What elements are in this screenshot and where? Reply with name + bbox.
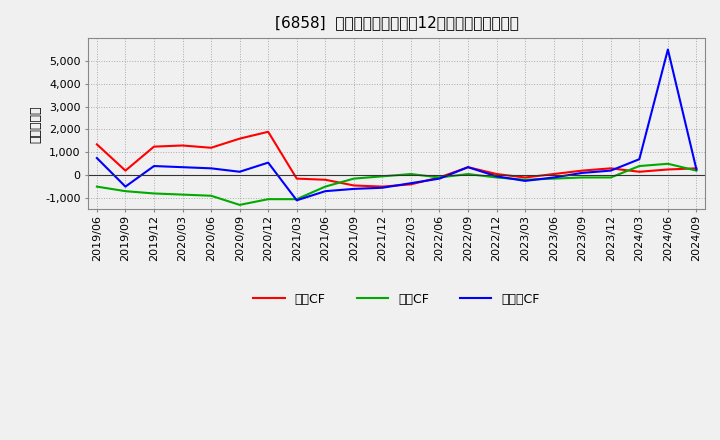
投資CF	[435, 175, 444, 180]
営業CF	[606, 166, 615, 171]
Line: 投資CF: 投資CF	[97, 164, 696, 205]
Line: 営業CF: 営業CF	[97, 132, 696, 187]
投資CF	[464, 172, 472, 177]
営業CF	[549, 172, 558, 177]
営業CF	[292, 176, 301, 181]
投資CF	[150, 191, 158, 196]
営業CF	[635, 169, 644, 174]
投資CF	[121, 188, 130, 194]
投資CF	[292, 197, 301, 202]
投資CF	[264, 197, 272, 202]
Y-axis label: （百万円）: （百万円）	[30, 105, 42, 143]
フリーCF	[121, 184, 130, 189]
営業CF	[492, 172, 501, 177]
営業CF	[464, 165, 472, 170]
投資CF	[692, 168, 701, 173]
フリーCF	[378, 185, 387, 191]
投資CF	[606, 175, 615, 180]
投資CF	[349, 176, 358, 181]
フリーCF	[549, 175, 558, 180]
フリーCF	[93, 155, 102, 161]
フリーCF	[578, 170, 587, 176]
フリーCF	[692, 167, 701, 172]
営業CF	[521, 175, 529, 180]
営業CF	[435, 175, 444, 180]
営業CF	[321, 177, 330, 183]
Legend: 営業CF, 投資CF, フリーCF: 営業CF, 投資CF, フリーCF	[248, 288, 545, 311]
投資CF	[179, 192, 187, 197]
営業CF	[664, 167, 672, 172]
投資CF	[207, 193, 215, 198]
投資CF	[93, 184, 102, 189]
投資CF	[235, 202, 244, 208]
投資CF	[321, 184, 330, 189]
フリーCF	[464, 165, 472, 170]
営業CF	[150, 144, 158, 149]
営業CF	[378, 184, 387, 189]
フリーCF	[349, 186, 358, 191]
フリーCF	[407, 180, 415, 186]
投資CF	[635, 163, 644, 169]
投資CF	[378, 174, 387, 179]
投資CF	[407, 172, 415, 177]
Line: フリーCF: フリーCF	[97, 50, 696, 200]
営業CF	[179, 143, 187, 148]
フリーCF	[150, 163, 158, 169]
フリーCF	[635, 157, 644, 162]
営業CF	[692, 166, 701, 171]
フリーCF	[606, 168, 615, 173]
投資CF	[578, 175, 587, 180]
営業CF	[349, 183, 358, 188]
投資CF	[521, 177, 529, 183]
営業CF	[235, 136, 244, 141]
営業CF	[578, 168, 587, 173]
フリーCF	[179, 165, 187, 170]
投資CF	[664, 161, 672, 166]
営業CF	[207, 145, 215, 150]
フリーCF	[321, 188, 330, 194]
フリーCF	[435, 176, 444, 181]
投資CF	[492, 175, 501, 180]
フリーCF	[521, 178, 529, 183]
フリーCF	[664, 47, 672, 52]
フリーCF	[235, 169, 244, 174]
フリーCF	[492, 174, 501, 179]
投資CF	[549, 176, 558, 181]
フリーCF	[292, 198, 301, 203]
フリーCF	[264, 160, 272, 165]
フリーCF	[207, 166, 215, 171]
営業CF	[264, 129, 272, 134]
営業CF	[121, 168, 130, 173]
Title: [6858]  キャッシュフローの12か月移動合計の推移: [6858] キャッシュフローの12か月移動合計の推移	[275, 15, 518, 30]
営業CF	[407, 182, 415, 187]
営業CF	[93, 142, 102, 147]
